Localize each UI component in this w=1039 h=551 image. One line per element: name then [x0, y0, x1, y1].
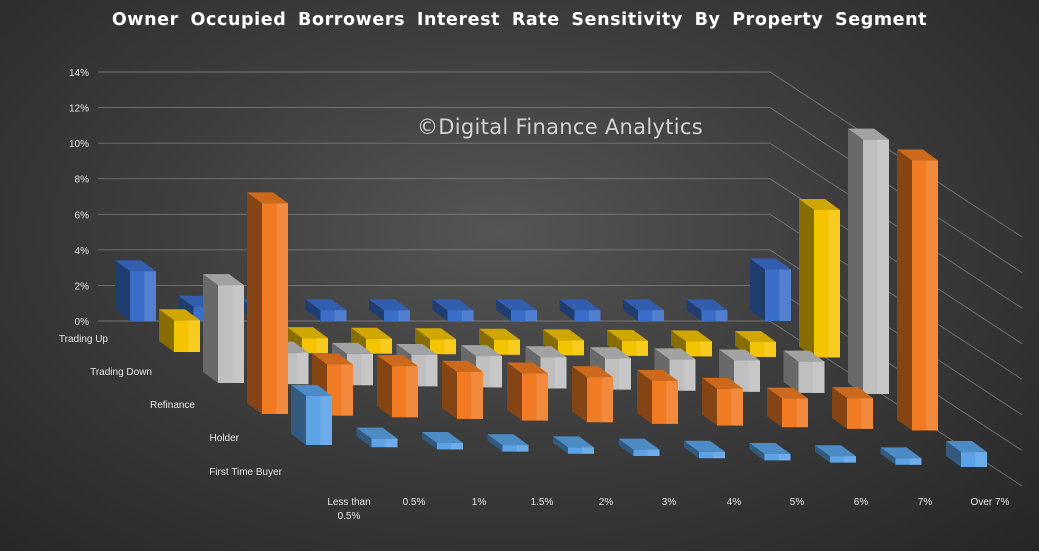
bar-refinance [203, 274, 244, 383]
bar-holder [572, 366, 613, 423]
y-tick-label: 2% [75, 281, 90, 292]
x-category-label: 4% [727, 497, 742, 508]
y-tick-label: 6% [75, 210, 90, 221]
y-tick-label: 8% [75, 175, 90, 186]
bar-trading-up [432, 299, 474, 321]
bar-first-time-buyer [749, 442, 791, 461]
series-label: Refinance [150, 400, 195, 411]
bar-trading-up [369, 299, 410, 321]
series-label: Holder [210, 433, 240, 444]
bar-trading-down [671, 330, 712, 357]
bars [115, 128, 987, 467]
x-category-label: 1% [472, 497, 487, 508]
series-label: First Time Buyer [209, 467, 282, 478]
bar-holder [767, 387, 808, 428]
y-tick-label: 4% [75, 246, 90, 257]
x-category-label: 6% [854, 497, 869, 508]
bar-first-time-buyer [946, 441, 987, 467]
bar-holder [377, 355, 418, 418]
bar-refinance [848, 128, 889, 394]
bar-holder [832, 387, 873, 429]
bar-holder [507, 362, 548, 421]
x-category-label: 3% [662, 497, 677, 508]
bar-first-time-buyer [684, 440, 725, 459]
bar-first-time-buyer [553, 436, 594, 454]
chart-title: Owner Occupied Borrowers Interest Rate S… [111, 10, 928, 30]
bar-first-time-buyer [815, 445, 856, 463]
bar-refinance [783, 350, 825, 393]
bar-trading-up [496, 299, 537, 321]
bar-first-time-buyer [880, 447, 922, 465]
bar-holder [247, 192, 288, 414]
x-category-label: 1.5% [531, 497, 554, 508]
x-category-labels: Less than 0.5% 0.5% 1% 1.5% 2% 3% 4% 5% 6% 7% Over … [327, 497, 1009, 522]
series-label: Trading Up [59, 334, 109, 345]
bar-first-time-buyer [487, 434, 529, 452]
bar-first-time-buyer [291, 384, 332, 445]
series-labels: Trading Up Trading Down Refinance Holder Fir… [59, 334, 283, 478]
bar-trading-up [305, 299, 347, 321]
x-category-label: Over 7% [971, 497, 1010, 508]
x-category-label: 0.5% [338, 511, 361, 522]
bar-trading-down [799, 198, 840, 358]
bar-first-time-buyer [618, 438, 660, 456]
bar-first-time-buyer [422, 431, 463, 450]
bar-trading-up [750, 258, 791, 321]
bar-holder [897, 149, 938, 431]
y-tick-label: 14% [69, 68, 89, 79]
series-label: Trading Down [90, 367, 152, 378]
x-category-label: 5% [790, 497, 805, 508]
bar-trading-up [623, 299, 664, 321]
bar-first-time-buyer [356, 427, 398, 448]
y-tick-label: 12% [69, 104, 89, 115]
bar-holder [637, 369, 678, 424]
bar-trading-up [559, 299, 601, 321]
bar-trading-up [115, 260, 156, 321]
x-category-label: 2% [599, 497, 614, 508]
y-tick-label: 0% [75, 317, 90, 328]
bar-trading-up [686, 299, 728, 321]
x-category-label: 7% [918, 497, 933, 508]
watermark: ©Digital Finance Analytics [417, 115, 703, 139]
y-tick-labels: 0% 2% 4% 6% 8% 10% 12% 14% [69, 68, 89, 328]
bar-holder [702, 377, 743, 426]
bar-trading-down [735, 331, 776, 357]
y-tick-label: 10% [69, 139, 89, 150]
x-category-label: 0.5% [403, 497, 426, 508]
bar-holder [442, 360, 483, 419]
x-category-label: Less than [327, 497, 370, 508]
bar-trading-down [159, 309, 200, 352]
